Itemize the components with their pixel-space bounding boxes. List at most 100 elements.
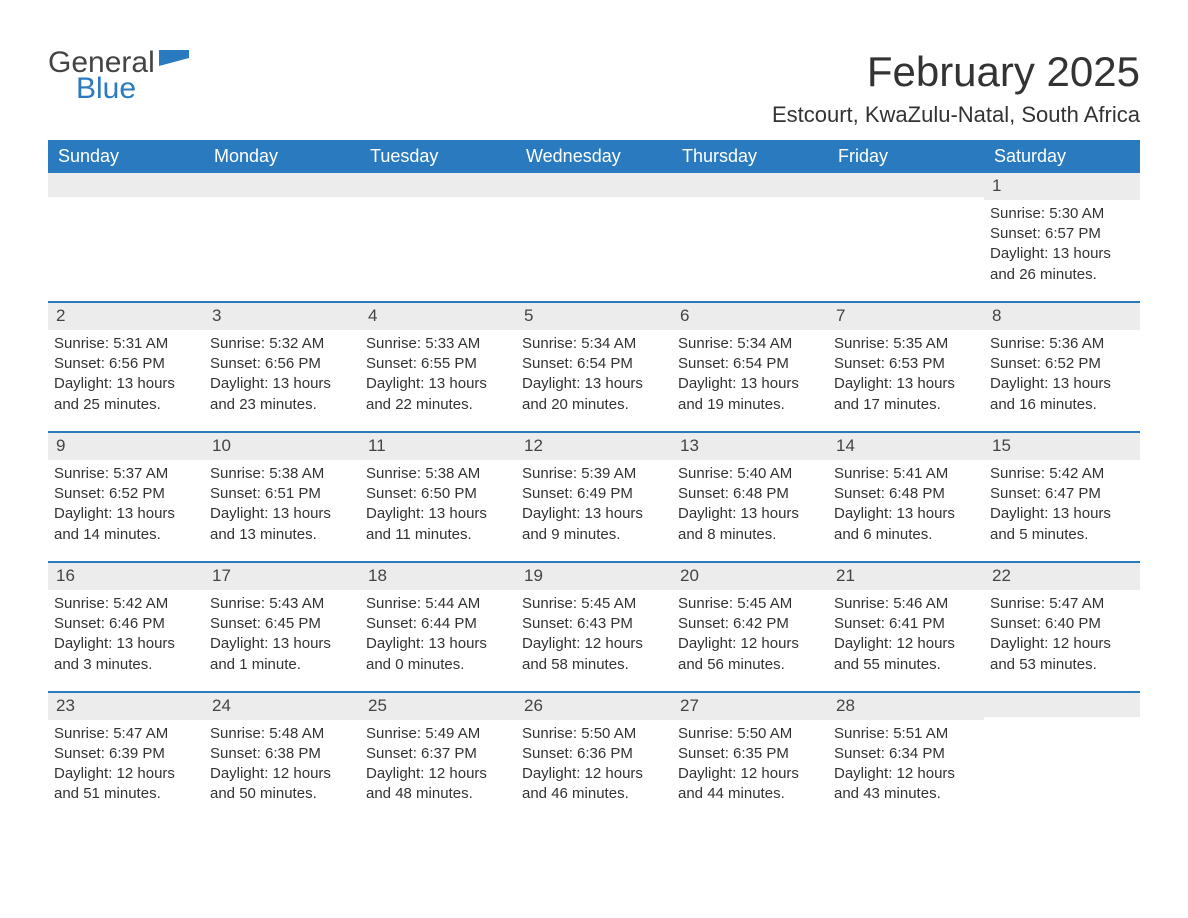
day-cell [516,173,672,291]
sunset-text: Sunset: 6:54 PM [678,354,822,374]
daylight-line2: and 26 minutes. [990,265,1134,285]
day-number [360,173,516,197]
dayhead-sun: Sunday [48,140,204,173]
day-cell [360,173,516,291]
daylight-line1: Daylight: 12 hours [366,764,510,784]
day-number: 10 [204,433,360,460]
sunrise-text: Sunrise: 5:45 AM [522,594,666,614]
sunset-text: Sunset: 6:46 PM [54,614,198,634]
sunrise-text: Sunrise: 5:48 AM [210,724,354,744]
week-spacer [48,291,1140,301]
day-number [48,173,204,197]
daylight-line1: Daylight: 13 hours [678,504,822,524]
sunrise-text: Sunrise: 5:43 AM [210,594,354,614]
sunset-text: Sunset: 6:54 PM [522,354,666,374]
sunset-text: Sunset: 6:40 PM [990,614,1134,634]
daylight-line1: Daylight: 13 hours [54,504,198,524]
daylight-line1: Daylight: 13 hours [522,504,666,524]
day-cell: 4Sunrise: 5:33 AMSunset: 6:55 PMDaylight… [360,303,516,421]
sunset-text: Sunset: 6:56 PM [210,354,354,374]
daylight-line1: Daylight: 13 hours [54,634,198,654]
day-number: 7 [828,303,984,330]
daylight-line2: and 1 minute. [210,655,354,675]
daylight-line1: Daylight: 13 hours [522,374,666,394]
daylight-line1: Daylight: 13 hours [366,634,510,654]
sunrise-text: Sunrise: 5:38 AM [210,464,354,484]
daylight-line2: and 20 minutes. [522,395,666,415]
day-number [672,173,828,197]
page-subtitle: Estcourt, KwaZulu-Natal, South Africa [772,102,1140,128]
sunset-text: Sunset: 6:52 PM [54,484,198,504]
day-number: 26 [516,693,672,720]
daylight-line1: Daylight: 13 hours [54,374,198,394]
daylight-line2: and 17 minutes. [834,395,978,415]
day-number: 17 [204,563,360,590]
day-cell: 27Sunrise: 5:50 AMSunset: 6:35 PMDayligh… [672,693,828,811]
sunrise-text: Sunrise: 5:38 AM [366,464,510,484]
daylight-line1: Daylight: 12 hours [678,764,822,784]
week-row: 1Sunrise: 5:30 AMSunset: 6:57 PMDaylight… [48,173,1140,291]
week-row: 9Sunrise: 5:37 AMSunset: 6:52 PMDaylight… [48,431,1140,551]
day-number: 20 [672,563,828,590]
sunrise-text: Sunrise: 5:39 AM [522,464,666,484]
daylight-line1: Daylight: 13 hours [990,244,1134,264]
week-row: 2Sunrise: 5:31 AMSunset: 6:56 PMDaylight… [48,301,1140,421]
daylight-line1: Daylight: 13 hours [210,504,354,524]
day-cell: 24Sunrise: 5:48 AMSunset: 6:38 PMDayligh… [204,693,360,811]
day-number: 8 [984,303,1140,330]
daylight-line1: Daylight: 12 hours [990,634,1134,654]
sunrise-text: Sunrise: 5:50 AM [522,724,666,744]
sunset-text: Sunset: 6:44 PM [366,614,510,634]
logo-blue: Blue [76,74,189,104]
day-cell: 15Sunrise: 5:42 AMSunset: 6:47 PMDayligh… [984,433,1140,551]
daylight-line1: Daylight: 12 hours [522,634,666,654]
day-cell: 23Sunrise: 5:47 AMSunset: 6:39 PMDayligh… [48,693,204,811]
sunrise-text: Sunrise: 5:50 AM [678,724,822,744]
daylight-line2: and 3 minutes. [54,655,198,675]
daylight-line2: and 56 minutes. [678,655,822,675]
week-spacer [48,681,1140,691]
day-cell: 11Sunrise: 5:38 AMSunset: 6:50 PMDayligh… [360,433,516,551]
sunset-text: Sunset: 6:57 PM [990,224,1134,244]
sunrise-text: Sunrise: 5:41 AM [834,464,978,484]
day-number [516,173,672,197]
sunset-text: Sunset: 6:56 PM [54,354,198,374]
day-cell: 3Sunrise: 5:32 AMSunset: 6:56 PMDaylight… [204,303,360,421]
day-number: 6 [672,303,828,330]
week-row: 23Sunrise: 5:47 AMSunset: 6:39 PMDayligh… [48,691,1140,811]
daylight-line2: and 58 minutes. [522,655,666,675]
day-header-row: Sunday Monday Tuesday Wednesday Thursday… [48,140,1140,173]
day-number: 21 [828,563,984,590]
dayhead-sat: Saturday [984,140,1140,173]
daylight-line2: and 25 minutes. [54,395,198,415]
day-number: 23 [48,693,204,720]
sunrise-text: Sunrise: 5:35 AM [834,334,978,354]
weeks-container: 1Sunrise: 5:30 AMSunset: 6:57 PMDaylight… [48,173,1140,811]
day-number: 15 [984,433,1140,460]
day-number [984,693,1140,717]
day-cell: 12Sunrise: 5:39 AMSunset: 6:49 PMDayligh… [516,433,672,551]
daylight-line2: and 53 minutes. [990,655,1134,675]
sunrise-text: Sunrise: 5:47 AM [54,724,198,744]
day-cell: 10Sunrise: 5:38 AMSunset: 6:51 PMDayligh… [204,433,360,551]
sunrise-text: Sunrise: 5:36 AM [990,334,1134,354]
title-block: February 2025 Estcourt, KwaZulu-Natal, S… [772,48,1140,128]
sunset-text: Sunset: 6:49 PM [522,484,666,504]
sunset-text: Sunset: 6:43 PM [522,614,666,634]
daylight-line1: Daylight: 13 hours [834,504,978,524]
daylight-line1: Daylight: 13 hours [210,374,354,394]
daylight-line1: Daylight: 12 hours [210,764,354,784]
day-cell: 26Sunrise: 5:50 AMSunset: 6:36 PMDayligh… [516,693,672,811]
daylight-line2: and 8 minutes. [678,525,822,545]
day-number: 19 [516,563,672,590]
logo-flag-icon [159,59,189,76]
page-title: February 2025 [772,48,1140,96]
week-row: 16Sunrise: 5:42 AMSunset: 6:46 PMDayligh… [48,561,1140,681]
sunrise-text: Sunrise: 5:47 AM [990,594,1134,614]
day-number: 11 [360,433,516,460]
day-number: 5 [516,303,672,330]
day-cell: 28Sunrise: 5:51 AMSunset: 6:34 PMDayligh… [828,693,984,811]
day-number [204,173,360,197]
logo-text-block: General Blue [48,48,189,104]
dayhead-tue: Tuesday [360,140,516,173]
